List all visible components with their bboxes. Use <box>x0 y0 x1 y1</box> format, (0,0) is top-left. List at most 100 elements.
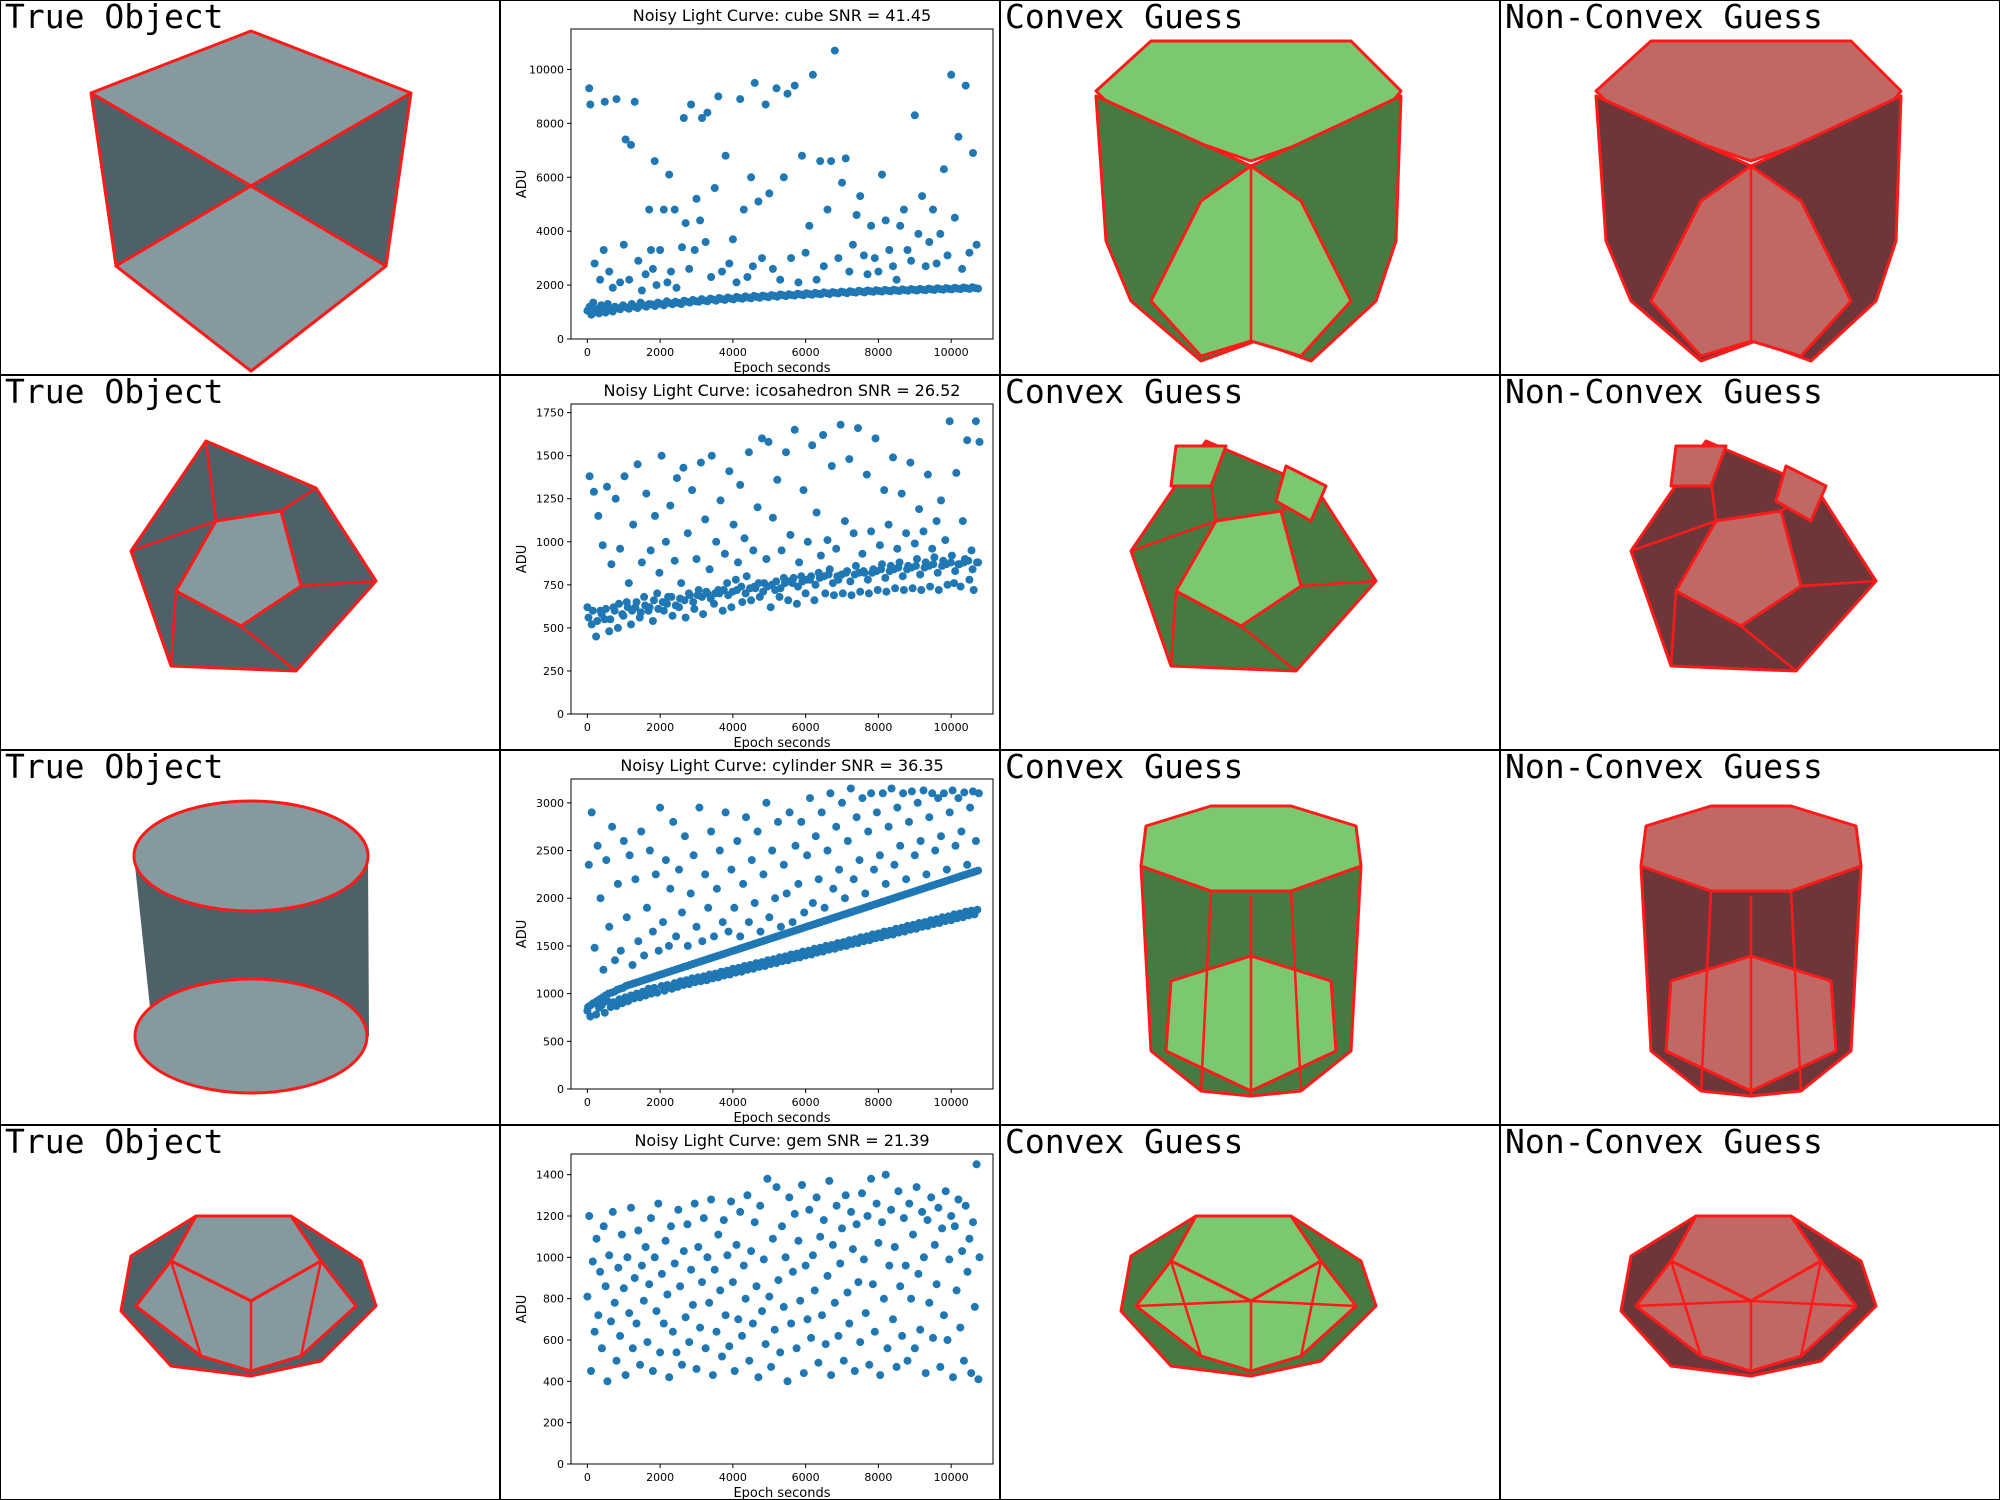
scatter-point <box>792 1344 801 1353</box>
scatter-point <box>894 563 903 572</box>
scatter-point <box>651 511 659 520</box>
scatter-point <box>929 1333 937 1342</box>
scatter-point <box>637 827 646 836</box>
light-curve-panel: Noisy Light Curve: cylinder SNR = 36.35 0… <box>500 750 1000 1125</box>
scatter-point <box>807 572 816 581</box>
scatter-point <box>645 846 654 855</box>
scatter-point <box>606 615 615 624</box>
scatter-point <box>748 262 757 271</box>
scatter-point <box>874 267 883 276</box>
scatter-point <box>590 1327 599 1336</box>
light-curve-chart: Noisy Light Curve: cube SNR = 41.45 0 2000… <box>515 6 994 374</box>
scatter-point <box>889 453 897 462</box>
scatter-point <box>698 1278 706 1287</box>
scatter-point <box>628 606 637 615</box>
scatter-point <box>588 606 597 615</box>
scatter-point <box>623 1253 632 1262</box>
scatter-point <box>656 246 665 254</box>
scatter-point <box>937 832 945 841</box>
scatter-point <box>637 1261 646 1270</box>
scatter-point <box>762 798 771 807</box>
scatter-point <box>590 943 599 952</box>
edge-line <box>169 590 178 667</box>
scatter-point <box>605 267 614 276</box>
scatter-point <box>954 1195 963 1204</box>
scatter-point <box>715 846 724 855</box>
scatter-point <box>792 599 801 608</box>
scatter-point <box>758 1307 766 1316</box>
scatter-point <box>867 789 876 798</box>
polyhedron-facet <box>1169 444 1228 488</box>
x-tick-label: 0 <box>584 721 591 734</box>
scatter-point <box>797 817 806 826</box>
scatter-point <box>763 1174 772 1183</box>
scatter-point <box>620 472 629 481</box>
scatter-point <box>617 1230 626 1239</box>
scatter-point <box>910 539 919 548</box>
scatter-point <box>801 589 810 598</box>
scatter-point <box>943 580 952 589</box>
scatter-point <box>656 803 665 812</box>
scatter-point <box>783 1377 792 1386</box>
scatter-point <box>963 436 972 445</box>
edge-line <box>1240 625 1297 672</box>
nonconvex-guess-panel: Non-Convex Guess <box>1500 750 2000 1125</box>
scatter-point <box>729 520 738 529</box>
scatter-point <box>836 420 845 429</box>
scatter-point <box>584 613 593 622</box>
scatter-point <box>821 1340 830 1349</box>
scatter-point <box>938 1224 947 1233</box>
scatter-series <box>583 46 983 319</box>
scatter-point <box>758 434 766 443</box>
scatter-point <box>596 1267 605 1276</box>
edge-line <box>1289 890 1303 1092</box>
scatter-point <box>736 95 745 104</box>
shape-render <box>1619 1214 1878 1378</box>
scatter-point <box>930 1240 939 1249</box>
scatter-point <box>794 879 803 888</box>
scatter-point <box>687 1265 696 1274</box>
scatter-point <box>616 946 625 955</box>
scatter-point <box>948 786 957 795</box>
nonconvex-guess-panel: Non-Convex Guess <box>1500 375 2000 750</box>
scatter-point <box>589 298 598 307</box>
y-tick-label: 1400 <box>536 1169 564 1182</box>
scatter-point <box>909 1230 917 1239</box>
polyhedron-facet <box>1774 464 1828 523</box>
scatter-point <box>882 587 891 596</box>
scatter-point <box>721 808 730 817</box>
x-tick-label: 0 <box>584 1096 591 1109</box>
scatter-point <box>730 903 739 912</box>
scatter-point <box>671 601 680 610</box>
scatter-point <box>664 941 673 950</box>
scatter-point <box>765 1292 774 1301</box>
scatter-point <box>872 1199 881 1208</box>
scatter-point <box>858 794 867 803</box>
x-tick-label: 8000 <box>864 721 892 734</box>
scatter-point <box>685 1338 694 1347</box>
scatter-point <box>736 1207 745 1216</box>
y-tick-label: 0 <box>557 1083 564 1096</box>
scatter-point <box>744 448 753 457</box>
scatter-point <box>952 468 961 477</box>
scatter-point <box>592 1010 601 1019</box>
scatter-point <box>718 1352 726 1361</box>
scatter-point <box>678 908 686 917</box>
light-curve-panel: Noisy Light Curve: cube SNR = 41.45 0 2000… <box>500 0 1000 375</box>
scatter-point <box>830 1298 839 1307</box>
scatter-point <box>950 213 959 222</box>
scatter-point <box>777 546 786 555</box>
scatter-point <box>918 192 927 201</box>
scatter-point <box>647 246 655 254</box>
scatter-point <box>701 870 710 879</box>
faceted-gem-icon <box>1119 1214 1378 1378</box>
scatter-point <box>907 1294 916 1303</box>
scatter-point <box>859 251 868 260</box>
scatter-point <box>667 592 676 601</box>
edge-line <box>130 519 217 553</box>
scatter-point <box>774 817 782 826</box>
scatter-point <box>646 546 655 555</box>
y-tick-label: 10000 <box>529 63 564 76</box>
scatter-point <box>668 611 677 620</box>
